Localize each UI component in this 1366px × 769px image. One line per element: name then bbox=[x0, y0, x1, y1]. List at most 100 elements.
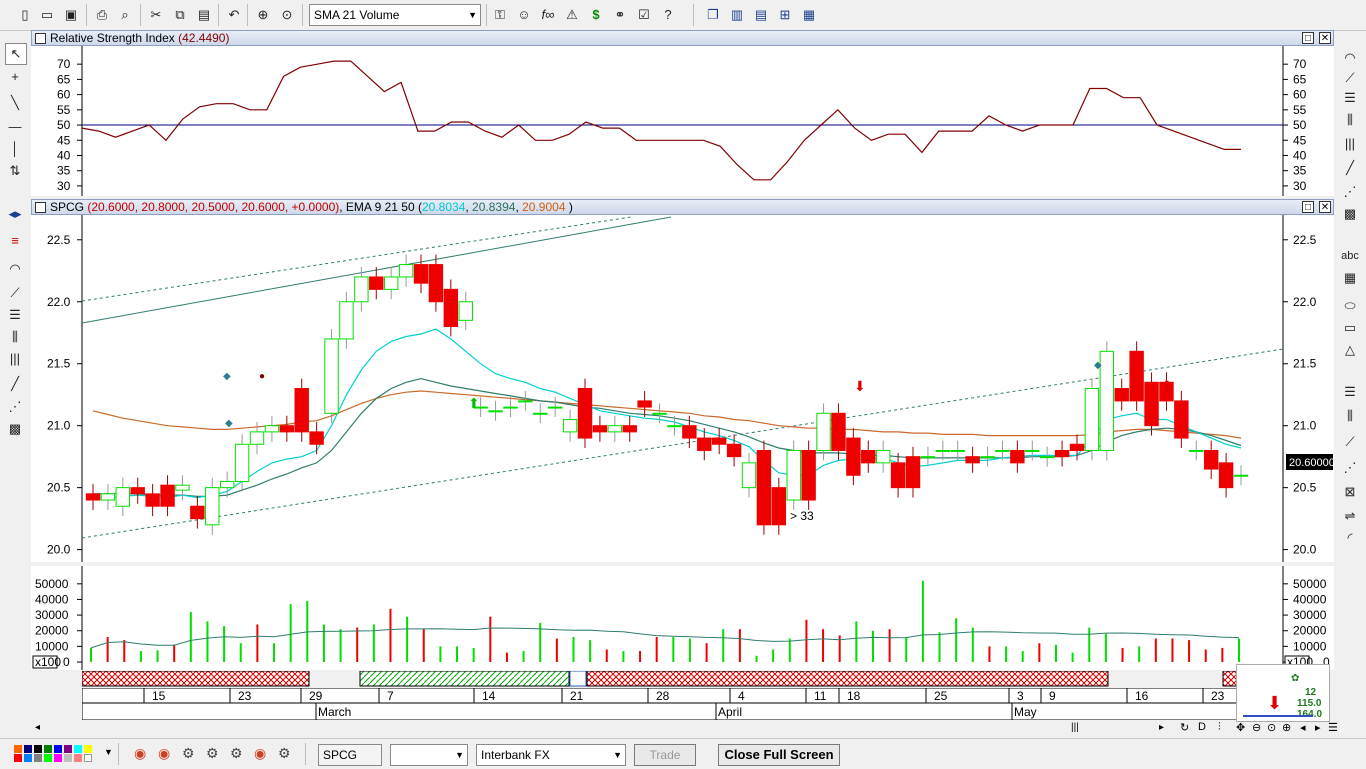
cycle-lines-icon[interactable]: ⇅ bbox=[9, 163, 21, 178]
candle[interactable] bbox=[577, 388, 593, 439]
cascade-icon[interactable]: ❐ bbox=[707, 7, 719, 22]
candle[interactable] bbox=[875, 449, 891, 464]
indicator-select[interactable]: SMA 21 Volume ▼ bbox=[309, 4, 481, 26]
help-icon[interactable]: ? bbox=[664, 7, 672, 22]
crosshair-icon[interactable]: ⊕ bbox=[257, 7, 269, 22]
broker-select[interactable]: Interbank FX ▼ bbox=[476, 744, 626, 766]
candle[interactable] bbox=[1025, 449, 1040, 452]
tile-vertical-icon[interactable]: ▥ bbox=[730, 7, 744, 22]
scroll-thumb-grip-icon[interactable]: ||| bbox=[1071, 722, 1079, 733]
arc-right-icon[interactable]: ◠ bbox=[1344, 50, 1356, 65]
period-icon[interactable]: ⫶ bbox=[1218, 721, 1221, 733]
candle[interactable] bbox=[339, 301, 354, 340]
candle[interactable] bbox=[816, 412, 831, 451]
candle[interactable] bbox=[473, 406, 488, 409]
horizontal-scrollbar[interactable]: ◂ ||| ▸ bbox=[31, 721, 1228, 737]
text-tool-icon[interactable]: abc bbox=[1341, 250, 1359, 262]
candle[interactable] bbox=[175, 484, 190, 491]
candle[interactable] bbox=[935, 449, 951, 452]
fan-icon[interactable]: ⟋ bbox=[10, 285, 20, 300]
candle[interactable] bbox=[205, 487, 220, 526]
candle[interactable] bbox=[786, 449, 801, 501]
candle[interactable] bbox=[711, 437, 727, 445]
candle[interactable] bbox=[1054, 449, 1070, 458]
cycle-icon[interactable]: ⇌ bbox=[1344, 508, 1356, 523]
candle[interactable] bbox=[846, 437, 861, 476]
panel-menu-icon[interactable] bbox=[35, 202, 46, 213]
candle[interactable] bbox=[264, 425, 280, 433]
grid-tool-icon[interactable]: ▩ bbox=[8, 421, 22, 436]
candle[interactable] bbox=[831, 412, 846, 451]
line-tool-icon[interactable]: ╱ bbox=[11, 376, 19, 391]
horizontal-line-icon[interactable]: — bbox=[8, 119, 22, 134]
candle[interactable] bbox=[533, 412, 548, 415]
candle[interactable] bbox=[234, 443, 250, 482]
candle[interactable] bbox=[801, 449, 816, 501]
andrews-icon[interactable]: ⟋ bbox=[1345, 434, 1355, 449]
candle[interactable] bbox=[697, 437, 712, 451]
binoculars-icon[interactable]: ⚭ bbox=[614, 7, 626, 22]
candle[interactable] bbox=[369, 276, 384, 290]
candle[interactable] bbox=[249, 431, 265, 445]
close-icon[interactable]: ✕ bbox=[1319, 201, 1331, 213]
close-full-screen-button[interactable]: Close Full Screen bbox=[718, 744, 840, 766]
candle[interactable] bbox=[756, 449, 772, 526]
candle[interactable] bbox=[145, 493, 160, 507]
zoom-reset-icon[interactable]: ⊙ bbox=[1267, 722, 1277, 734]
candle[interactable] bbox=[1114, 388, 1129, 402]
new-file-icon[interactable]: ▯ bbox=[21, 7, 29, 22]
candle[interactable] bbox=[950, 449, 965, 452]
candle[interactable] bbox=[413, 264, 429, 284]
open-folder-icon[interactable]: ▭ bbox=[40, 7, 54, 22]
candle[interactable] bbox=[1144, 381, 1159, 427]
candle[interactable] bbox=[1084, 388, 1100, 451]
candle[interactable] bbox=[667, 425, 682, 428]
candle[interactable] bbox=[130, 487, 145, 495]
d-icon[interactable]: D bbox=[1198, 721, 1206, 733]
broker-icon[interactable]: ⚙ bbox=[278, 745, 291, 761]
tile-horizontal-icon[interactable]: ▤ bbox=[754, 7, 768, 22]
candle[interactable] bbox=[398, 264, 414, 278]
candle[interactable] bbox=[905, 456, 921, 489]
save-icon[interactable]: ▣ bbox=[64, 7, 78, 22]
vertical-line-icon[interactable]: │ bbox=[10, 141, 20, 156]
panel-menu-icon[interactable] bbox=[35, 33, 46, 44]
candle[interactable] bbox=[1233, 474, 1249, 477]
fan-right-icon[interactable]: ⟋ bbox=[1345, 70, 1355, 85]
scroll-icon[interactable]: ◂▸ bbox=[8, 206, 22, 221]
tile-grid-icon[interactable]: ⊞ bbox=[779, 7, 791, 22]
ellipse-tool-icon[interactable]: ⬭ bbox=[1344, 298, 1356, 313]
candle[interactable] bbox=[637, 400, 652, 408]
regression-icon[interactable]: ≡ bbox=[11, 233, 19, 248]
zoom-in-icon[interactable]: ⊕ bbox=[1282, 722, 1292, 734]
arrange-icon[interactable]: ▦ bbox=[802, 7, 816, 22]
symbol-field[interactable]: SPCG bbox=[318, 744, 382, 766]
broker-icon[interactable]: ⚙ bbox=[206, 745, 219, 761]
candle[interactable] bbox=[547, 406, 563, 409]
cut-icon[interactable]: ✂ bbox=[150, 7, 162, 22]
lock-icon[interactable]: ⚿ bbox=[495, 7, 505, 22]
copy-icon[interactable]: ⧉ bbox=[175, 7, 185, 22]
trend-channel-lower[interactable] bbox=[81, 348, 1284, 539]
candle[interactable] bbox=[1174, 400, 1189, 439]
candle[interactable] bbox=[1039, 456, 1055, 459]
account-select[interactable]: ▼ bbox=[390, 744, 468, 766]
fib-right-icon[interactable]: ☰ bbox=[1344, 90, 1356, 105]
candle[interactable] bbox=[1218, 462, 1234, 489]
candle[interactable] bbox=[1069, 443, 1085, 451]
candle[interactable] bbox=[115, 487, 131, 507]
curve-icon[interactable]: ◜ bbox=[1347, 530, 1353, 545]
candle[interactable] bbox=[652, 412, 667, 415]
close-icon[interactable]: ✕ bbox=[1319, 32, 1331, 44]
maximize-icon[interactable]: □ bbox=[1302, 201, 1314, 213]
candle[interactable] bbox=[682, 425, 697, 439]
refresh-icon[interactable]: ↻ bbox=[1180, 722, 1190, 734]
print-preview-icon[interactable]: ⌕ bbox=[121, 7, 129, 22]
channel-right-icon[interactable]: ||| bbox=[1344, 136, 1356, 151]
candle[interactable] bbox=[324, 338, 339, 414]
zoom-out-icon[interactable]: ⊖ bbox=[1252, 722, 1262, 734]
candle[interactable] bbox=[488, 410, 503, 413]
speed-lines-icon[interactable]: ⫼ bbox=[12, 329, 18, 344]
